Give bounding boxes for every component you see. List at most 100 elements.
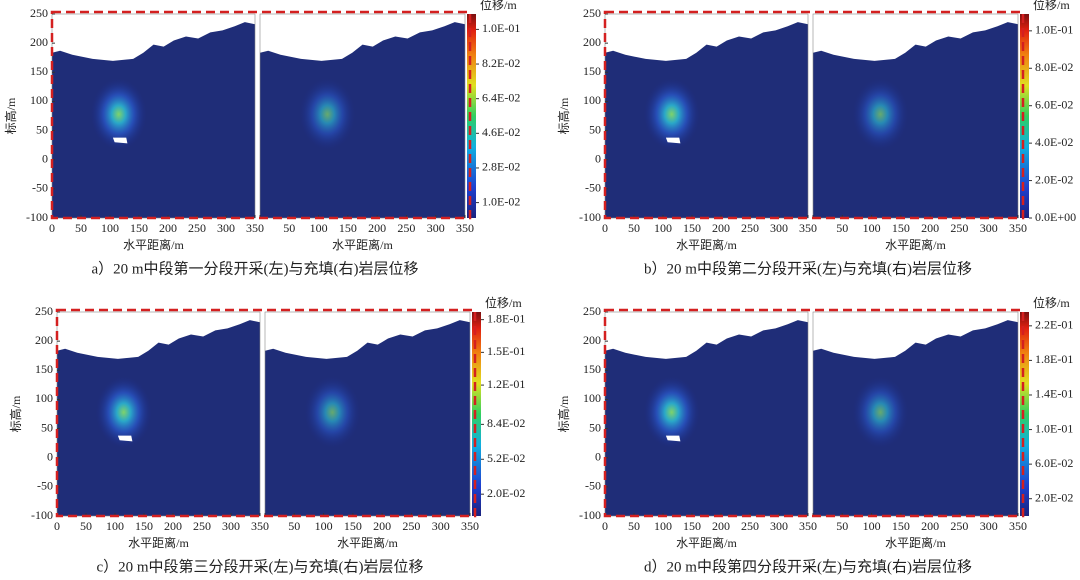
y-tick-label: 50 <box>41 420 53 434</box>
colorbar-label: 位移/m <box>480 0 517 12</box>
x-tick-label: 200 <box>712 221 730 235</box>
y-tick-label: 150 <box>30 64 48 78</box>
x-tick-label: 0 <box>49 221 55 235</box>
x-tick-label: 250 <box>193 519 211 533</box>
x-tick-label: 50 <box>628 519 640 533</box>
y-tick-label: 200 <box>583 35 601 49</box>
x-tick-label: 150 <box>892 519 910 533</box>
colorbar <box>472 312 481 516</box>
x-tick-label: 100 <box>315 519 333 533</box>
x-tick-label: 300 <box>427 221 445 235</box>
y-axis-label: 标高/m <box>3 97 18 134</box>
colorbar-tick-label: 8.4E-02 <box>487 416 525 430</box>
displacement-zone <box>90 78 147 151</box>
highlight-box <box>50 10 472 220</box>
x-tick-label: 100 <box>863 221 881 235</box>
x-tick-label: 50 <box>628 221 640 235</box>
x-tick-label: 300 <box>222 519 240 533</box>
y-tick-label: 100 <box>583 391 601 405</box>
y-tick-label: 200 <box>583 333 601 347</box>
colorbar-tick-label: 1.0E-01 <box>1035 23 1073 37</box>
rock-mass <box>52 22 255 218</box>
x-tick-label: 350 <box>799 519 817 533</box>
x-tick-label: 300 <box>217 221 235 235</box>
colorbar-tick-label: 1.8E-01 <box>1035 352 1073 366</box>
colorbar-tick-label: 6.4E-02 <box>482 90 520 104</box>
colorbar-tick-label: 1.8E-01 <box>487 311 525 325</box>
x-tick-label: 200 <box>164 519 182 533</box>
y-tick-label: 0 <box>595 449 601 463</box>
x-tick-label: 100 <box>101 221 119 235</box>
displacement-zone <box>643 78 700 151</box>
x-tick-label: 350 <box>1009 221 1027 235</box>
y-axis-label: 标高/m <box>556 395 571 432</box>
x-tick-label: 100 <box>654 221 672 235</box>
colorbar-tick-label: 5.2E-02 <box>487 451 525 465</box>
x-tick-label: 50 <box>836 221 848 235</box>
y-tick-label: -50 <box>585 181 601 195</box>
colorbar-tick-label: 2.0E-02 <box>1035 490 1073 504</box>
x-tick-label: 350 <box>456 221 474 235</box>
y-tick-label: 50 <box>36 122 48 136</box>
x-tick-label: 350 <box>246 221 264 235</box>
x-tick-label: 350 <box>799 221 817 235</box>
x-axis-label: 水平距离/m <box>676 237 737 252</box>
x-tick-label: 300 <box>980 221 998 235</box>
x-tick-label: 200 <box>368 221 386 235</box>
y-tick-label: -50 <box>37 479 53 493</box>
caption: c）20 m中段第三分段开采(左)与充填(右)岩层位移 <box>96 557 423 575</box>
x-tick-label: 100 <box>106 519 124 533</box>
colorbar-label: 位移/m <box>1033 295 1070 310</box>
y-tick-label: 0 <box>595 151 601 165</box>
colorbar-tick-label: 2.0E-02 <box>1035 172 1073 186</box>
y-tick-label: -50 <box>585 479 601 493</box>
x-tick-label: 50 <box>836 519 848 533</box>
x-tick-label: 200 <box>712 519 730 533</box>
colorbar-tick-label: 8.0E-02 <box>1035 60 1073 74</box>
y-tick-label: 200 <box>35 333 53 347</box>
x-tick-label: 250 <box>950 221 968 235</box>
rock-mass <box>605 320 808 516</box>
y-axis-label: 标高/m <box>8 395 23 432</box>
y-tick-label: -100 <box>579 508 601 522</box>
x-tick-label: 350 <box>461 519 479 533</box>
x-tick-label: 150 <box>683 221 701 235</box>
x-tick-label: 200 <box>921 519 939 533</box>
x-tick-label: 50 <box>80 519 92 533</box>
goaf <box>665 435 681 442</box>
y-tick-label: 250 <box>583 304 601 318</box>
highlight-box <box>603 10 1025 220</box>
rock-mass <box>265 320 470 516</box>
colorbar-tick-label: 1.0E-01 <box>1035 421 1073 435</box>
displacement-zone <box>852 78 909 151</box>
y-axis-label: 标高/m <box>556 97 571 134</box>
displacement-zone <box>852 376 909 449</box>
y-tick-label: -100 <box>26 210 48 224</box>
x-tick-label: 50 <box>75 221 87 235</box>
y-tick-label: 100 <box>583 93 601 107</box>
displacement-zone <box>643 376 700 449</box>
colorbar-tick-label: 6.0E-02 <box>1035 97 1073 111</box>
x-tick-label: 150 <box>135 519 153 533</box>
x-axis-label: 水平距离/m <box>676 535 737 550</box>
colorbar-tick-label: 6.0E-02 <box>1035 456 1073 470</box>
x-tick-label: 300 <box>770 519 788 533</box>
colorbar-label: 位移/m <box>485 295 522 310</box>
x-tick-label: 300 <box>980 519 998 533</box>
y-tick-label: 150 <box>583 362 601 376</box>
x-axis-label: 水平距离/m <box>885 535 946 550</box>
colorbar-tick-label: 4.6E-02 <box>482 125 520 139</box>
displacement-zone <box>304 376 361 449</box>
x-tick-label: 150 <box>339 221 357 235</box>
goaf <box>112 137 128 144</box>
y-tick-label: -50 <box>32 181 48 195</box>
goaf <box>117 435 133 442</box>
rock-mass <box>605 22 808 218</box>
colorbar-tick-label: 0.0E+00 <box>1035 210 1076 224</box>
x-axis-label: 水平距离/m <box>123 237 184 252</box>
colorbar-tick-label: 2.0E-02 <box>487 486 525 500</box>
colorbar <box>467 14 476 218</box>
y-tick-label: 200 <box>30 35 48 49</box>
highlight-box <box>55 308 477 518</box>
